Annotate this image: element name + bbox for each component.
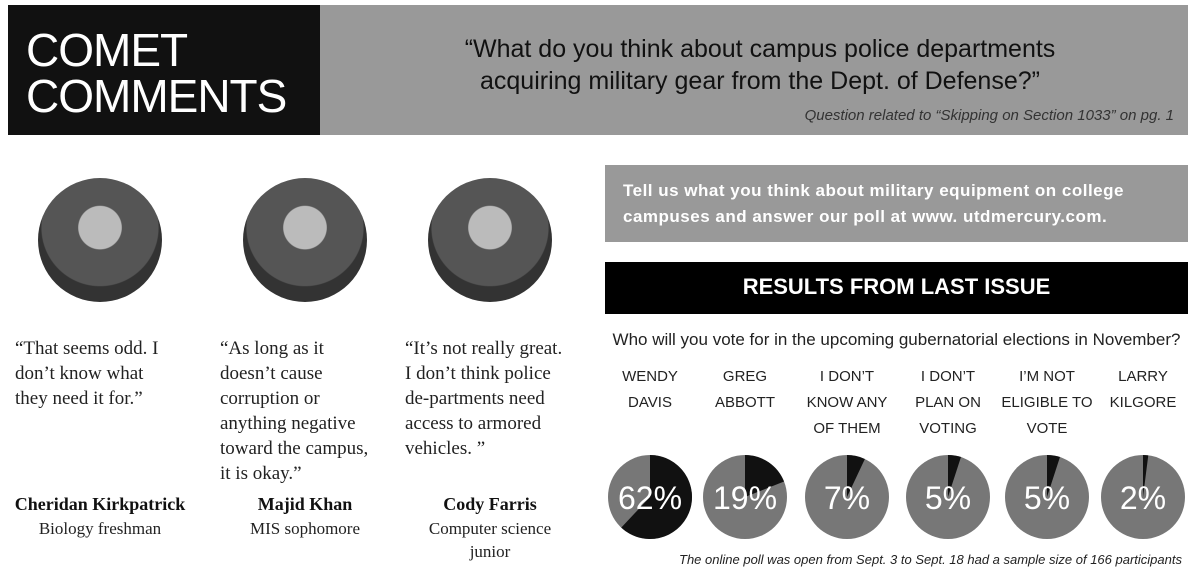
- value-label: 62%: [618, 480, 682, 516]
- results-bar: RESULTS FROM LAST ISSUE: [605, 262, 1188, 314]
- person-role: MIS sophomore: [249, 519, 361, 538]
- person-name: Cheridan Kirkpatrick: [14, 494, 186, 514]
- value-label: 2%: [1120, 480, 1166, 516]
- masthead-line1: COMET: [26, 24, 188, 76]
- quote: “That seems odd. I don’t know what they …: [15, 338, 159, 409]
- pie-slice: [1047, 455, 1060, 497]
- masthead-line2: COMMENTS: [26, 70, 287, 122]
- photo: [38, 178, 162, 302]
- photo: [428, 178, 552, 302]
- question-box: “What do you think about campus police d…: [320, 5, 1188, 135]
- pie-slice: [621, 455, 692, 539]
- value-label: 19%: [713, 480, 777, 516]
- person-role: Computer science junior: [428, 519, 552, 561]
- quote: “It’s not really great. I don’t think po…: [405, 338, 563, 459]
- category-label: GREG ABBOTT: [714, 368, 775, 411]
- chart-subtitle: Who will you vote for in the upcoming gu…: [612, 330, 1181, 349]
- pie-slice: [948, 455, 961, 497]
- pie-slice: [1143, 455, 1149, 497]
- category-label: I’M NOT ELIGIBLE TO VOTE: [1001, 368, 1093, 437]
- chart-title: RESULTS FROM LAST ISSUE: [742, 274, 1051, 299]
- pie-slice: [847, 455, 865, 497]
- callout-box: Tell us what you think about military eq…: [605, 165, 1188, 242]
- category-label: I DON’T KNOW ANY OF THEM: [806, 368, 888, 437]
- person-name: Majid Khan: [257, 494, 353, 514]
- pies: 62% 19% 7% 5% 5% 2%: [608, 455, 1185, 539]
- photo: [243, 178, 367, 302]
- callout: Tell us what you think about military eq…: [623, 181, 1124, 226]
- quote: “As long as it doesn’t cause corruption …: [220, 338, 369, 484]
- category-label: LARRY KILGORE: [1109, 368, 1177, 411]
- category-label: WENDY DAVIS: [622, 368, 678, 411]
- category-label: I DON’T PLAN ON VOTING: [915, 368, 981, 437]
- masthead: COMET COMMENTS: [8, 5, 320, 135]
- value-label: 5%: [1024, 480, 1070, 516]
- person-role: Biology freshman: [38, 519, 162, 538]
- chart-note: The online poll was open from Sept. 3 to…: [679, 552, 1182, 567]
- person-name: Cody Farris: [443, 494, 537, 514]
- pie-slice: [745, 455, 785, 497]
- value-label: 7%: [824, 480, 870, 516]
- question: “What do you think about campus police d…: [464, 35, 1056, 95]
- value-label: 5%: [925, 480, 971, 516]
- question-note: Question related to “Skipping on Section…: [804, 107, 1174, 124]
